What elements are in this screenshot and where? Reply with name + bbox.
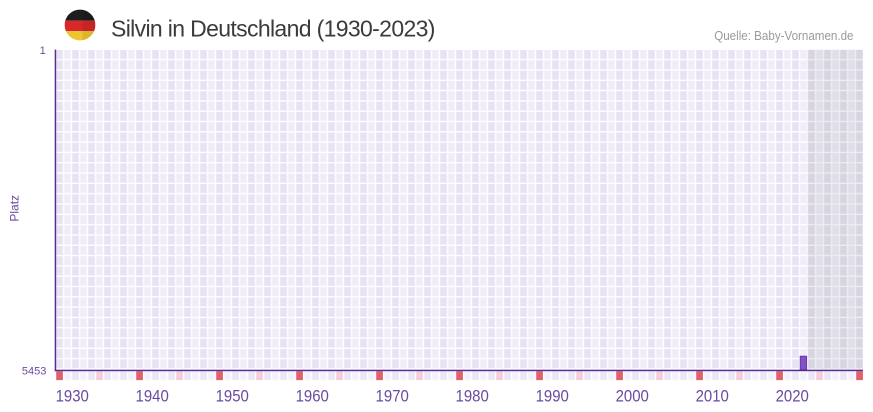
svg-text:1980: 1980 [456, 387, 489, 405]
svg-text:1970: 1970 [376, 387, 409, 405]
svg-text:Silvin in Deutschland (1930-20: Silvin in Deutschland (1930-2023) [111, 16, 435, 42]
svg-text:2010: 2010 [696, 387, 729, 405]
svg-text:1: 1 [40, 45, 46, 57]
svg-text:Platz: Platz [8, 195, 22, 222]
svg-text:2020: 2020 [776, 387, 809, 405]
svg-text:1990: 1990 [536, 387, 569, 405]
svg-text:1940: 1940 [136, 387, 169, 405]
svg-text:2000: 2000 [616, 387, 649, 405]
svg-text:Quelle: Baby-Vornamen.de: Quelle: Baby-Vornamen.de [714, 29, 853, 44]
svg-text:1950: 1950 [216, 387, 249, 405]
svg-text:1930: 1930 [56, 387, 89, 405]
svg-text:1960: 1960 [296, 387, 329, 405]
svg-text:5453: 5453 [22, 365, 46, 377]
